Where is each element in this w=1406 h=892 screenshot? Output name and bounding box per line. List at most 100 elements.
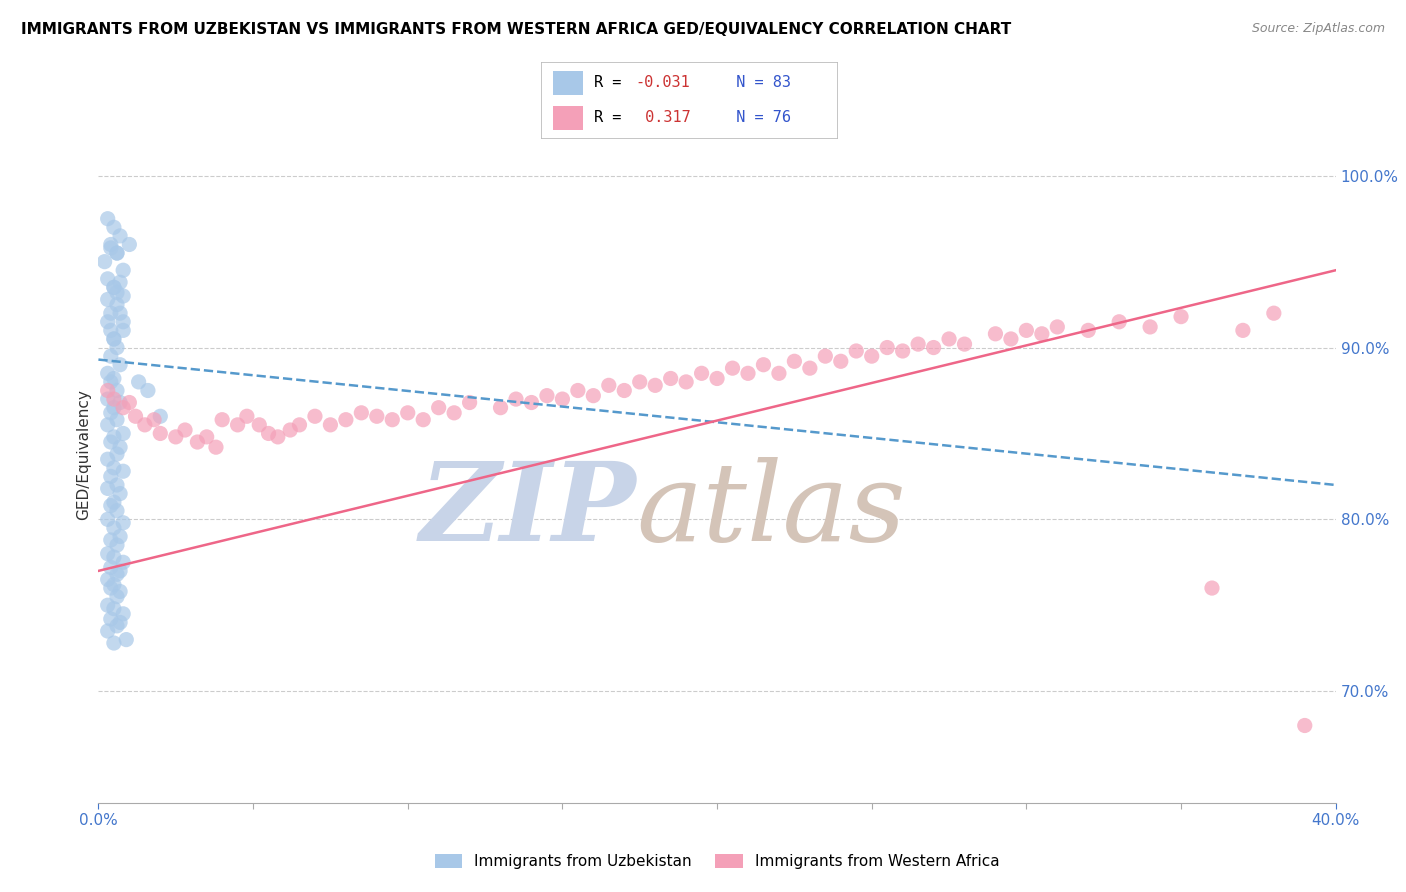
Point <box>860 349 883 363</box>
Point <box>100 612 122 626</box>
Point <box>97 482 120 496</box>
Point <box>1170 310 1192 324</box>
Point <box>706 371 728 385</box>
Point <box>1108 315 1130 329</box>
Point <box>613 384 636 398</box>
Point <box>100 375 122 389</box>
Point <box>1232 323 1254 337</box>
Point <box>112 401 135 415</box>
Point <box>891 343 914 358</box>
Point <box>103 495 125 509</box>
Point <box>205 440 228 454</box>
Point <box>1294 718 1316 732</box>
Point <box>97 573 120 587</box>
Point <box>100 237 122 252</box>
Point <box>335 413 357 427</box>
Point <box>536 389 558 403</box>
Point <box>103 460 125 475</box>
Point <box>103 280 125 294</box>
Bar <box>553 105 582 130</box>
Text: N = 83: N = 83 <box>718 76 792 90</box>
Point <box>100 499 122 513</box>
Point <box>845 343 868 358</box>
Text: -0.031: -0.031 <box>636 76 690 90</box>
Point <box>737 367 759 381</box>
Point <box>247 417 270 432</box>
Text: R =: R = <box>595 76 631 90</box>
Point <box>876 341 898 355</box>
Point <box>582 389 605 403</box>
Point <box>278 423 301 437</box>
Point <box>112 516 135 530</box>
Point <box>105 285 128 300</box>
Text: N = 76: N = 76 <box>718 111 792 125</box>
Point <box>108 306 131 320</box>
Point <box>112 426 135 441</box>
Point <box>105 478 128 492</box>
Point <box>108 440 131 454</box>
Point <box>103 550 125 565</box>
Point <box>97 272 120 286</box>
Point <box>690 367 713 381</box>
Point <box>1139 320 1161 334</box>
Point <box>1015 323 1038 337</box>
Point <box>100 533 122 547</box>
Point <box>267 430 290 444</box>
Point <box>97 315 120 329</box>
Legend: Immigrants from Uzbekistan, Immigrants from Western Africa: Immigrants from Uzbekistan, Immigrants f… <box>429 848 1005 875</box>
Point <box>105 619 128 633</box>
Point <box>105 413 128 427</box>
Point <box>1046 320 1069 334</box>
Point <box>112 315 135 329</box>
Point <box>97 293 120 307</box>
Point <box>105 504 128 518</box>
Bar <box>553 70 582 95</box>
Point <box>108 615 131 630</box>
Point <box>659 371 682 385</box>
Point <box>105 246 128 260</box>
Point <box>103 601 125 615</box>
Point <box>97 367 120 381</box>
Point <box>112 607 135 621</box>
Point <box>922 341 945 355</box>
Point <box>103 332 125 346</box>
Point <box>105 297 128 311</box>
Point <box>108 228 131 243</box>
Point <box>112 555 135 569</box>
Y-axis label: GED/Equivalency: GED/Equivalency <box>76 390 91 520</box>
Point <box>319 417 342 432</box>
Point <box>97 392 120 406</box>
Point <box>100 581 122 595</box>
Point <box>97 599 120 613</box>
Point <box>112 323 135 337</box>
Point <box>489 401 512 415</box>
Point <box>149 409 172 424</box>
Point <box>100 406 122 420</box>
Point <box>381 413 404 427</box>
Point <box>105 567 128 582</box>
Point <box>768 367 790 381</box>
Point <box>644 378 666 392</box>
Point <box>108 395 131 409</box>
Point <box>1263 306 1285 320</box>
Point <box>984 326 1007 341</box>
Point <box>288 417 311 432</box>
Point <box>100 241 122 255</box>
Point <box>103 430 125 444</box>
Point <box>97 547 120 561</box>
Point <box>1000 332 1022 346</box>
Point <box>195 430 218 444</box>
Point <box>907 337 929 351</box>
Point <box>783 354 806 368</box>
Point <box>112 263 135 277</box>
Point <box>93 254 115 268</box>
Point <box>458 395 481 409</box>
Point <box>97 512 120 526</box>
Point <box>115 632 138 647</box>
Point <box>814 349 837 363</box>
Point <box>953 337 976 351</box>
Point <box>675 375 697 389</box>
Point <box>97 624 120 638</box>
Point <box>108 275 131 289</box>
Point <box>108 358 131 372</box>
